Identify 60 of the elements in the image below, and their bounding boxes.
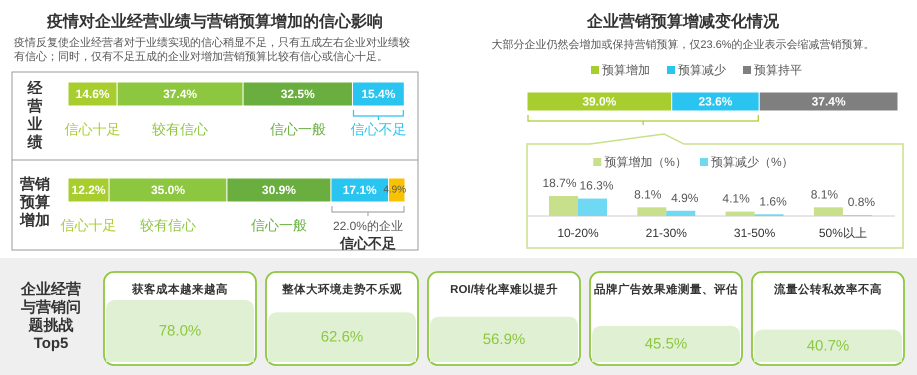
bar xyxy=(726,212,755,216)
annotation: 信心不足 xyxy=(338,235,396,251)
data-label: 12.2% xyxy=(72,183,106,197)
chart-subtitle: 大部分企业仍然会增加或保持营销预算，仅23.6%的企业表示会缩减营销预算。 xyxy=(491,38,875,51)
bar xyxy=(578,198,607,216)
data-label: 37.4% xyxy=(163,87,198,101)
data-label: 15.4% xyxy=(361,87,396,101)
data-label: 4.1% xyxy=(722,192,750,206)
data-label: 14.6% xyxy=(76,87,110,101)
x-tick-label: ROI/转化率难以提升 xyxy=(450,282,558,296)
data-label: 4.9% xyxy=(671,190,699,205)
x-tick-label: 流量公转私效率不高 xyxy=(773,282,882,296)
text: 信心一般 xyxy=(250,217,307,233)
data-label: 37.4% xyxy=(812,94,846,108)
series-label: 较有信心 xyxy=(152,121,208,137)
data-label: 18.7% xyxy=(542,176,577,190)
text: 信心十足 xyxy=(60,217,117,233)
bar xyxy=(666,210,696,216)
y-tick-label: 经营业绩 xyxy=(27,80,43,152)
annotation: 22.0%的企业 xyxy=(332,219,403,233)
chart-title: 企业营销预算增减变化情况 xyxy=(586,12,780,30)
x-tick-label: 10-20% xyxy=(557,226,600,240)
data-label: 45.5% xyxy=(644,335,688,352)
data-label: 32.5% xyxy=(280,87,316,101)
data-label: 23.6% xyxy=(698,94,733,108)
chart-subtitle: 疫情反复使企业经营者对于业绩实现的信心稍显不足，只有五成左右企业对业绩较有信心；同时，仅有不足五成的企业对增加营销预算比较有信心或信心十足。 xyxy=(14,36,411,64)
legend-label: 预算减少 xyxy=(678,63,726,77)
series-label: 信心十足 xyxy=(64,121,121,137)
data-label: 8.1% xyxy=(810,187,838,202)
data-label: 0.8% xyxy=(848,195,876,210)
bar xyxy=(637,207,666,216)
x-tick-label: 获客成本越来越高 xyxy=(131,282,228,296)
y-tick-label: 营销预算增加 xyxy=(19,176,51,230)
data-label: 17.1% xyxy=(342,183,378,197)
bar xyxy=(814,207,843,216)
legend-label: 预算持平 xyxy=(754,63,802,77)
bar xyxy=(549,196,578,216)
text: 较有信心 xyxy=(140,217,196,233)
series-label: 信心一般 xyxy=(270,121,326,137)
data-label: 40.7% xyxy=(806,337,850,354)
data-label: 1.6% xyxy=(759,194,788,208)
chart-title: 疫情对企业经营业绩与营销预算增加的信心影响 xyxy=(46,12,383,30)
data-label: 78.0% xyxy=(158,322,202,340)
series-label: 预算增加 xyxy=(602,63,650,77)
x-tick-label: 整体大环境走势不乐观 xyxy=(281,282,403,296)
data-label: 35.0% xyxy=(150,183,186,197)
x-tick-label: 品牌广告效果难测量、评估 xyxy=(594,282,738,296)
data-label: 16.3% xyxy=(579,178,614,193)
data-label: 56.9% xyxy=(482,330,526,348)
x-tick-label: 31-50% xyxy=(734,226,776,240)
text: 企业经营与营销问题挑战Top5 xyxy=(20,281,82,353)
x-tick-label: 21-30% xyxy=(646,226,688,240)
legend-label: 信心不足 xyxy=(350,121,406,137)
data-label: 39.0% xyxy=(582,94,617,108)
legend-label: 预算减少（%） xyxy=(711,155,794,169)
legend-label: 预算增加（%） xyxy=(604,155,687,169)
data-label: 30.9% xyxy=(262,183,296,197)
data-label: 62.6% xyxy=(320,328,364,346)
data-label: 8.1% xyxy=(634,187,662,202)
x-tick-label: 50%以上 xyxy=(818,226,867,240)
